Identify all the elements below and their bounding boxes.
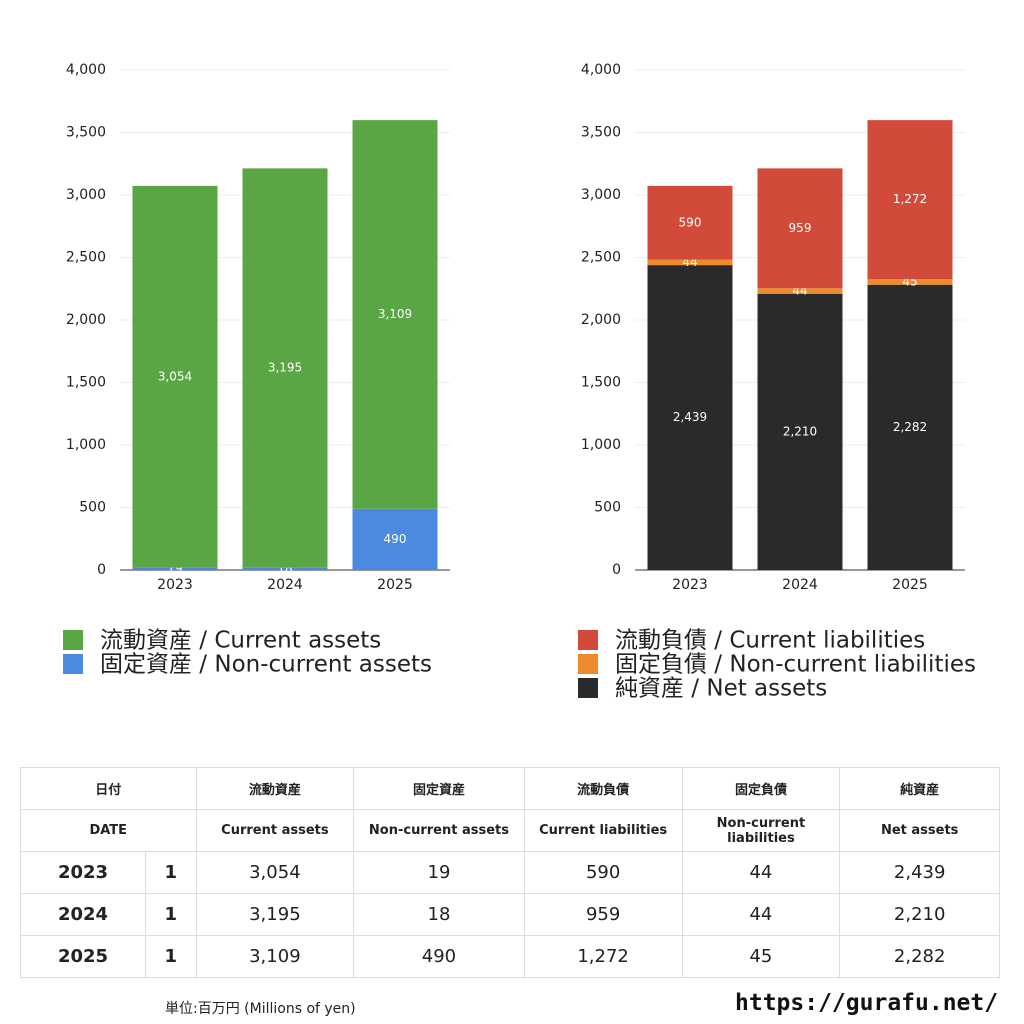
table-cell: 流動資産 — [195, 767, 355, 810]
y-tick-label: 2,000 — [581, 312, 621, 328]
y-tick-label: 2,000 — [66, 312, 106, 328]
table-cell: 959 — [523, 893, 683, 936]
legend-label: 固定資産 / Non-current assets — [100, 652, 432, 678]
table-cell: 19 — [353, 851, 525, 894]
table-cell: 日付 — [20, 767, 197, 810]
table-cell: 44 — [681, 893, 841, 936]
legend-swatch — [63, 630, 83, 650]
y-tick-label: 2,500 — [66, 250, 106, 266]
data-label: 3,054 — [158, 369, 192, 383]
bar-segment — [757, 293, 843, 570]
table-cell: 45 — [681, 935, 841, 978]
y-tick-label: 3,000 — [66, 187, 106, 203]
y-tick-label: 0 — [97, 562, 106, 578]
data-label: 1,272 — [893, 192, 927, 206]
bar-segment — [242, 567, 328, 570]
table-cell: 2,282 — [839, 935, 1000, 978]
charts: 0 500 1,000 1,500 2,000 2,500 3,000 3,500 4,000 2… — [63, 62, 976, 702]
x-tick-label: 2025 — [892, 577, 928, 593]
y-tick-label: 500 — [79, 500, 106, 516]
y-tick-label: 3,500 — [66, 125, 106, 141]
table-cell: 1 — [145, 893, 197, 936]
bar-segment — [867, 279, 953, 285]
table-cell: 1 — [145, 851, 197, 894]
table-cell: 2023 — [19, 851, 147, 894]
table-cell: 固定資産 — [353, 767, 525, 810]
bar-segment — [867, 284, 953, 570]
table-cell: 固定負債 — [681, 767, 841, 810]
table-cell: 3,054 — [195, 851, 355, 894]
bar-segment — [867, 120, 953, 280]
data-table: 日付 流動資産 固定資産 流動負債 固定負債 純資産 DATE Current assets N… — [19, 767, 1000, 978]
bar-segment — [132, 567, 218, 570]
bar-segment — [242, 168, 328, 568]
y-tick-label: 2,500 — [581, 250, 621, 266]
data-label: 590 — [679, 215, 702, 229]
data-label: 2,282 — [893, 420, 927, 434]
table-cell: 1 — [145, 935, 197, 978]
data-label: 2,210 — [783, 424, 817, 438]
table-cell: 44 — [681, 851, 841, 894]
bar-segment — [352, 120, 438, 509]
y-tick-label: 1,500 — [581, 375, 621, 391]
bar-segment — [647, 259, 733, 266]
y-tick-label: 3,500 — [581, 125, 621, 141]
legend-swatch — [578, 678, 598, 698]
y-tick-label: 1,000 — [66, 437, 106, 453]
table-cell: 3,195 — [195, 893, 355, 936]
x-tick-label: 2024 — [267, 577, 303, 593]
bar-segment — [352, 508, 438, 570]
data-label: 2,439 — [673, 410, 707, 424]
table-cell: 2025 — [19, 935, 147, 978]
unit-note: 単位:百万円 (Millions of yen) — [165, 1001, 356, 1017]
legend-swatch — [578, 654, 598, 674]
data-label: 959 — [789, 221, 812, 235]
bar-segment — [132, 185, 218, 568]
legend-label: 流動資産 / Current assets — [100, 628, 381, 654]
legend-label: 純資産 / Net assets — [615, 676, 827, 702]
y-tick-label: 0 — [612, 562, 621, 578]
y-tick-label: 1,000 — [581, 437, 621, 453]
legend-label: 固定負債 / Non-current liabilities — [615, 652, 976, 678]
table-cell: 3,109 — [195, 935, 355, 978]
table-cell: 2024 — [19, 893, 147, 936]
y-tick-label: 500 — [594, 500, 621, 516]
x-tick-label: 2023 — [672, 577, 708, 593]
legend-label: 流動負債 / Current liabilities — [615, 628, 925, 654]
table-cell: 2,210 — [839, 893, 1000, 936]
x-tick-label: 2024 — [782, 577, 818, 593]
bar-segment — [647, 265, 733, 570]
table-cell: DATE — [20, 809, 197, 852]
y-tick-label: 1,500 — [66, 375, 106, 391]
table-cell: Current liabilities — [523, 809, 683, 852]
bar-segment — [757, 168, 843, 289]
y-tick-label: 4,000 — [581, 62, 621, 78]
data-label: 490 — [384, 532, 407, 546]
bar-segment — [757, 288, 843, 294]
table-cell: Non-current assets — [353, 809, 525, 852]
table-cell: Net assets — [839, 809, 1000, 852]
table-cell: 純資産 — [839, 767, 1000, 810]
data-label: 3,195 — [268, 361, 302, 375]
legend-swatch — [578, 630, 598, 650]
table-cell: Non-current liabilities — [681, 809, 841, 852]
y-tick-label: 3,000 — [581, 187, 621, 203]
x-tick-label: 2025 — [377, 577, 413, 593]
data-label: 3,109 — [378, 307, 412, 321]
site-url: https://gurafu.net/ — [735, 990, 999, 1016]
bar-segment — [647, 185, 733, 260]
table-cell: 2,439 — [839, 851, 1000, 894]
table-cell: 1,272 — [523, 935, 683, 978]
table-cell: 18 — [353, 893, 525, 936]
table-cell: Current assets — [195, 809, 355, 852]
legend-swatch — [63, 654, 83, 674]
table-cell: 590 — [523, 851, 683, 894]
y-tick-label: 4,000 — [66, 62, 106, 78]
table-cell: 流動負債 — [523, 767, 683, 810]
x-tick-label: 2023 — [157, 577, 193, 593]
table-cell: 490 — [353, 935, 525, 978]
